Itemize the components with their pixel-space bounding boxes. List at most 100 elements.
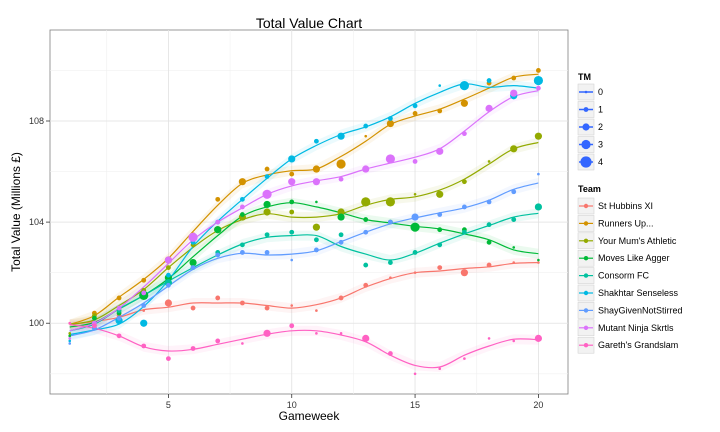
point-series-4 [486,222,492,228]
team-legend-title: Team [578,184,601,194]
point-series-1 [386,119,394,128]
point-series-8 [413,372,417,376]
data-points [68,68,544,376]
team-legend-key-point [583,256,589,261]
point-series-2 [68,332,72,335]
point-series-7 [188,232,198,242]
point-series-2 [289,209,295,215]
team-legend-key-point [583,203,589,209]
point-series-6 [290,258,294,262]
point-series-3 [214,226,222,234]
point-series-3 [189,258,197,267]
point-series-3 [92,315,97,321]
point-series-7 [436,147,444,155]
point-series-8 [438,367,442,371]
point-series-3 [363,217,369,222]
point-series-6 [141,303,147,308]
team-legend-key-point [583,238,589,243]
point-series-7 [510,89,518,97]
point-series-2 [337,208,345,216]
point-series-3 [315,200,318,204]
point-series-6 [166,282,171,288]
team-legend-key-point [583,273,589,278]
point-series-4 [437,242,443,248]
point-series-0 [142,309,146,312]
point-series-1 [437,108,443,114]
team-legend-key-point [583,290,589,296]
point-series-5 [264,174,270,180]
point-series-1 [364,134,368,138]
point-series-6 [511,189,517,195]
point-series-8 [263,329,271,337]
point-series-7 [262,189,272,199]
x-tick-label: 15 [410,400,420,410]
point-series-6 [462,204,467,210]
point-series-8 [289,323,295,329]
team-legend: Team St Hubbins XI Runners Up... Your Mum'… [577,184,683,354]
point-series-2 [487,160,491,163]
tm-legend-label: 4 [598,157,603,167]
point-series-6 [338,239,344,245]
point-series-0 [240,300,245,306]
line-series-1 [69,73,539,326]
ribbon-series-3 [69,197,539,332]
point-series-2 [534,132,543,140]
point-series-1 [215,196,221,202]
x-tick-label: 5 [166,400,171,410]
tm-legend-label: 2 [598,122,603,132]
point-series-6 [437,212,443,217]
point-series-7 [68,337,72,340]
point-series-6 [537,172,540,176]
point-series-4 [363,262,369,268]
point-series-0 [460,269,468,277]
point-series-1 [238,178,246,186]
point-series-8 [166,356,171,362]
point-series-4 [534,203,543,211]
point-series-6 [264,250,270,255]
line-series-8 [69,323,539,369]
point-series-8 [190,346,196,351]
point-series-5 [459,81,469,91]
team-legend-label: Your Mum's Athletic [598,236,677,246]
point-series-8 [116,333,122,339]
point-series-8 [315,332,318,335]
team-legend-key-point [583,343,589,348]
point-series-6 [240,250,245,255]
point-series-2 [166,265,171,271]
tm-legend-key-point [580,156,592,168]
team-legend-label: St Hubbins XI [598,201,653,211]
team-legend-key-point [583,221,589,226]
point-series-1 [460,99,468,107]
line-series-2 [69,141,539,326]
point-series-2 [385,197,395,207]
point-series-2 [436,190,444,198]
point-series-8 [241,342,244,345]
point-series-2 [413,193,417,196]
team-legend-label: Runners Up... [598,218,654,228]
team-legend-label: Consorm FC [598,271,650,281]
point-series-6 [68,342,72,345]
team-legend-key-point [583,325,589,330]
point-series-5 [140,319,148,327]
point-series-3 [240,212,245,217]
point-series-5 [486,78,492,83]
point-series-4 [264,232,270,238]
point-series-7 [164,256,172,264]
point-series-0 [164,299,172,307]
point-series-2 [510,145,518,153]
y-tick-label: 108 [29,116,44,126]
point-series-7 [240,204,245,210]
point-series-2 [312,223,320,231]
point-series-0 [190,305,196,311]
point-series-0 [315,309,318,312]
point-series-8 [339,332,343,335]
point-series-7 [485,104,493,112]
point-series-6 [411,213,419,221]
axes: 5 10 15 20 100 104 108 [29,116,543,410]
point-series-7 [116,305,122,311]
point-series-1 [336,159,346,169]
point-series-4 [314,237,319,243]
point-series-6 [215,252,221,258]
point-series-8 [463,357,466,360]
point-series-5 [314,138,319,144]
